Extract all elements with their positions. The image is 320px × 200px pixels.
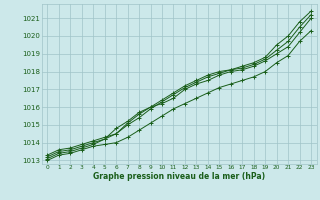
- X-axis label: Graphe pression niveau de la mer (hPa): Graphe pression niveau de la mer (hPa): [93, 172, 265, 181]
